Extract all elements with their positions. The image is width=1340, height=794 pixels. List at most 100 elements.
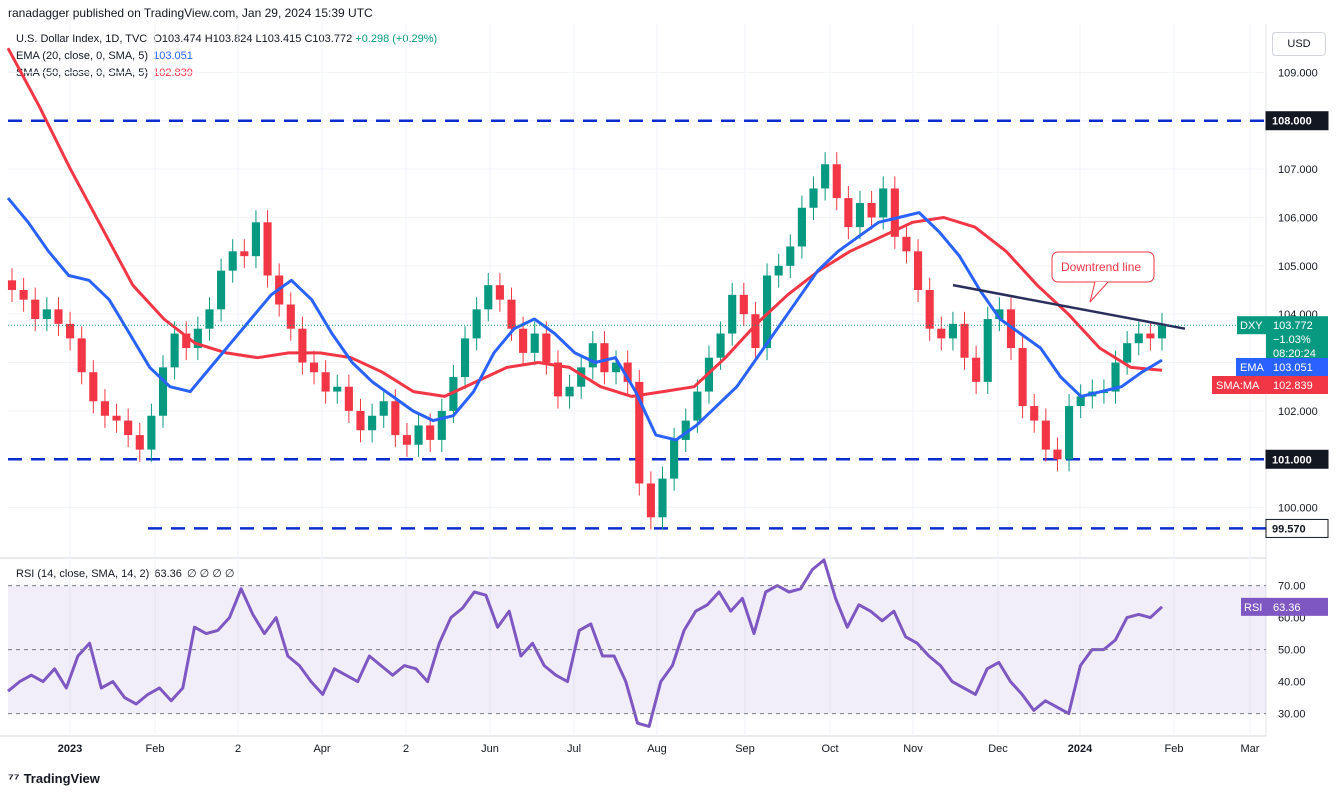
candle-body: [135, 435, 144, 450]
candle-body: [449, 377, 458, 411]
ema-value-box: [1266, 358, 1328, 376]
candle-body: [565, 386, 574, 397]
candle-body: [100, 401, 109, 416]
candle-body: [611, 362, 621, 373]
legend-rsi: RSI (14, close, SMA, 14, 2) 63.36 ∅ ∅ ∅ …: [16, 567, 234, 580]
currency-button[interactable]: USD: [1272, 32, 1326, 56]
candle-body: [309, 362, 319, 373]
legend-high: H103.824: [204, 33, 253, 45]
level-tag-box: [1265, 449, 1329, 469]
legend-sma-value: 102.839: [153, 67, 193, 79]
tradingview-logo[interactable]: ⁷⁷ TradingView: [8, 770, 100, 786]
candle-body: [693, 391, 702, 421]
rsi-tick-label: 50.00: [1278, 645, 1306, 657]
level-tag-box: [1265, 518, 1329, 538]
candle-body: [972, 357, 981, 382]
dxy-tag-box: [1237, 316, 1267, 335]
candle-body: [553, 362, 563, 397]
candle-body: [658, 478, 667, 518]
legend-main-label: U.S. Dollar Index, 1D, TVC: [16, 33, 148, 45]
legend-ema: EMA (20, close, 0, SMA, 5) 103.051: [16, 50, 193, 62]
price-tags: 108.000 101.000 99.570 DXY 103.772 −1.03% 08:2…: [8, 111, 1329, 616]
price-tick-label: 107.000: [1278, 164, 1318, 176]
candle-body: [855, 202, 865, 228]
candle-body: [600, 343, 609, 373]
dxy-tag-label: DXY: [1240, 320, 1263, 332]
candle-body: [890, 188, 899, 237]
candle-body: [623, 362, 632, 382]
candle-body: [681, 420, 690, 440]
candle-body: [112, 415, 121, 421]
candle-body: [577, 367, 586, 387]
annotation-pointer: [1089, 281, 1109, 303]
legend-ema-value: 103.051: [153, 50, 193, 62]
candle-body: [356, 410, 365, 431]
candle-body: [1157, 325, 1167, 339]
candle-body: [507, 299, 516, 329]
time-tick-label: Sep: [735, 743, 755, 755]
time-tick-label: Oct: [821, 743, 838, 755]
candle-body: [948, 323, 957, 339]
legend-sma: SMA (50, close, 0, SMA, 5) 102.839: [16, 67, 193, 79]
axes: 109.000107.000106.000105.000104.000102.0…: [58, 67, 1318, 755]
candle-body: [333, 386, 342, 392]
candle-body: [635, 381, 644, 484]
candle-body: [344, 386, 353, 411]
candle-body: [739, 294, 748, 315]
time-tick-label: 2024: [1068, 743, 1093, 755]
time-tick-label: Aug: [647, 743, 667, 755]
candle-body: [809, 188, 818, 208]
rsi-tag-label: RSI: [1244, 602, 1262, 614]
candle-body: [1076, 396, 1085, 407]
sma-tag-box: [1212, 376, 1266, 394]
candle-body: [460, 338, 470, 378]
annotation-text: Downtrend line: [1061, 260, 1141, 274]
legend-rsi-value: 63.36: [154, 568, 182, 580]
candle-body: [1018, 348, 1027, 407]
candle-body: [1146, 333, 1155, 339]
level-tag-box: [1265, 111, 1329, 131]
price-tick-label: 106.000: [1278, 212, 1318, 224]
candle-body: [832, 164, 841, 199]
ema-line: [6, 197, 1163, 442]
legend-low: L103.415: [255, 33, 302, 45]
candle-body: [182, 333, 191, 349]
candle-body: [472, 309, 481, 339]
legend-rsi-label: RSI (14, close, SMA, 14, 2): [16, 568, 150, 580]
sma-line: [6, 47, 1163, 398]
candle-body: [762, 275, 772, 349]
candle-body: [774, 265, 783, 276]
candle-body: [147, 415, 156, 450]
legend-open: O103.474: [153, 33, 202, 45]
candle-body: [263, 222, 272, 276]
candle-body: [716, 333, 725, 358]
candle-body: [1111, 362, 1120, 392]
candle-body: [925, 290, 934, 329]
candle-body: [240, 251, 249, 257]
candle-body: [728, 294, 737, 334]
last-price-countdown: 08:20:24: [1273, 348, 1316, 360]
ema-value-label: 103.051: [1273, 362, 1313, 374]
level-tag-label: 108.000: [1272, 116, 1312, 128]
candle-body: [19, 290, 28, 300]
candle-body: [1134, 333, 1143, 344]
candle-body: [995, 309, 1004, 320]
sma-tag-label: SMA:MA: [1216, 380, 1260, 392]
legend-sma-label: SMA (50, close, 0, SMA, 5): [16, 67, 149, 79]
candle-body: [821, 164, 830, 189]
candle-body: [902, 236, 911, 252]
candle-body: [321, 372, 330, 392]
candle-body: [42, 309, 51, 320]
candles: [7, 152, 1167, 530]
tv-brand: TradingView: [23, 770, 100, 786]
candle-body: [786, 246, 795, 266]
rsi-pane: [8, 585, 1266, 715]
candle-body: [402, 435, 412, 445]
candle-body: [77, 338, 86, 373]
indicator-lines: Downtrend line: [6, 47, 1186, 728]
candle-body: [1053, 449, 1062, 460]
candle-body: [879, 188, 888, 218]
rsi-value-box: [1266, 597, 1328, 616]
candle-body: [542, 333, 551, 363]
